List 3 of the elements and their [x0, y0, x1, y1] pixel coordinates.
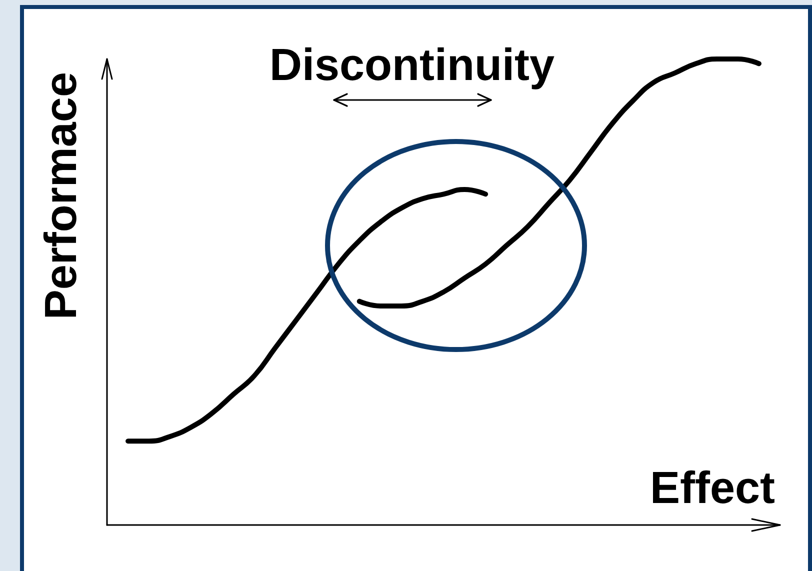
annotation: Discontinuity [269, 39, 555, 90]
y-axis-title: Performace [35, 72, 86, 320]
x-axis-title: Effect [650, 462, 776, 513]
